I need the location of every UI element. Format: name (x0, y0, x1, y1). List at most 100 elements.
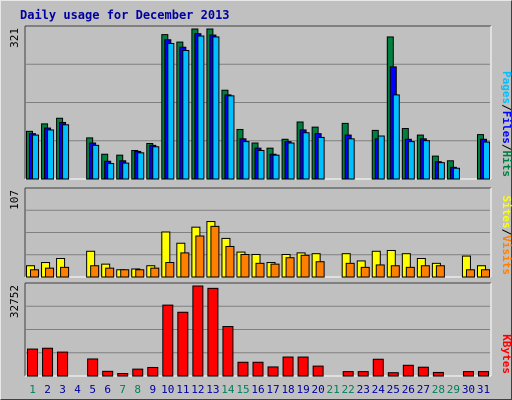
x-tick-label: 24 (372, 383, 386, 396)
x-tick-label: 9 (149, 383, 156, 396)
bar-pages (167, 42, 175, 180)
x-tick-label: 31 (477, 383, 490, 396)
bar-kbytes (132, 368, 144, 377)
x-tick-label: 29 (447, 383, 460, 396)
bar-kbytes (387, 372, 399, 377)
bar-visits (150, 267, 160, 278)
x-tick-label: 5 (89, 383, 96, 396)
x-tick-label: 21 (327, 383, 340, 396)
x-tick-label: 26 (402, 383, 415, 396)
bar-visits (315, 261, 325, 278)
bar-visits (360, 266, 370, 278)
bar-visits (120, 269, 130, 278)
x-tick-label: 14 (221, 383, 235, 396)
bar-kbytes (147, 366, 159, 377)
bar-pages (272, 154, 280, 180)
bar-kbytes (357, 371, 369, 377)
bar-pages (152, 146, 160, 180)
x-tick-label: 15 (236, 383, 249, 396)
x-tick-label: 16 (251, 383, 264, 396)
bar-pages (47, 129, 55, 180)
bar-pages (107, 163, 115, 180)
x-tick-label: 6 (104, 383, 111, 396)
bar-pages (122, 162, 130, 180)
bar-visits (285, 257, 295, 278)
bar-kbytes (117, 373, 129, 377)
legend-hits_files_pages: Pages/Files/Hits (500, 71, 512, 177)
bar-kbytes (237, 361, 249, 377)
legend-entry: KBytes (500, 334, 512, 374)
x-tick-label: 22 (342, 383, 355, 396)
panel-kbytes: 32752 KBytes (8, 282, 512, 377)
bar-pages (377, 135, 385, 180)
bar-visits (45, 267, 55, 278)
legend-separator: / (500, 229, 512, 236)
bar-kbytes (42, 347, 54, 377)
bar-visits (420, 265, 430, 278)
y-max-label: 321 (8, 28, 21, 48)
bar-pages (257, 149, 265, 180)
y-max-label: 107 (8, 190, 21, 210)
bar-pages (212, 36, 220, 180)
x-tick-label: 19 (296, 383, 309, 396)
bar-kbytes (402, 364, 414, 377)
bar-pages (452, 167, 460, 180)
bar-kbytes (87, 358, 99, 377)
legend-entry: Sites (500, 196, 512, 229)
x-tick-label: 30 (462, 383, 475, 396)
bar-visits (375, 264, 385, 278)
bar-kbytes (57, 351, 69, 377)
x-tick-label: 27 (417, 383, 430, 396)
bar-kbytes (462, 371, 474, 377)
x-tick-label: 25 (387, 383, 400, 396)
bar-kbytes (342, 371, 354, 377)
bar-kbytes (432, 371, 444, 377)
bar-kbytes (267, 366, 279, 377)
legend-entry: Pages (500, 71, 512, 104)
bar-pages (287, 142, 295, 180)
legend-separator: / (500, 144, 512, 151)
bar-kbytes (252, 361, 264, 377)
bar-kbytes (192, 285, 204, 377)
bar-kbytes (27, 348, 39, 377)
bar-kbytes (417, 366, 429, 377)
bar-kbytes (162, 304, 174, 377)
bar-visits (465, 269, 475, 278)
x-tick-label: 11 (176, 383, 189, 396)
bar-kbytes (282, 356, 294, 377)
bar-pages (197, 35, 205, 180)
bar-kbytes (372, 358, 384, 377)
legend-separator: / (500, 104, 512, 111)
x-tick-label: 4 (74, 383, 81, 396)
legend-sites_visits: Sites/Visits (500, 196, 512, 276)
bar-visits (165, 262, 175, 278)
bar-pages (227, 95, 235, 180)
bar-pages (32, 134, 40, 180)
bar-kbytes (207, 287, 219, 377)
bar-kbytes (222, 326, 234, 377)
bar-visits (435, 265, 445, 278)
x-tick-label: 18 (281, 383, 294, 396)
bar-pages (92, 144, 100, 180)
bar-kbytes (312, 365, 324, 377)
x-tick-label: 7 (119, 383, 126, 396)
x-tick-label: 17 (266, 383, 279, 396)
bar-pages (317, 136, 325, 180)
bar-pages (437, 162, 445, 180)
bar-pages (62, 124, 70, 180)
bar-visits (225, 245, 235, 278)
bar-visits (405, 266, 415, 278)
bar-visits (300, 254, 310, 278)
bar-pages (182, 49, 190, 180)
bar-visits (30, 269, 40, 278)
bar-visits (90, 265, 100, 278)
bar-visits (240, 253, 250, 278)
bar-visits (390, 265, 400, 278)
bar-pages (302, 132, 310, 180)
panel-sites_visits: 107 Sites/Visits (8, 187, 512, 278)
bar-kbytes (477, 371, 489, 377)
legend-entry: Hits (500, 151, 512, 178)
x-tick-label: 28 (432, 383, 445, 396)
bar-pages (407, 141, 415, 180)
